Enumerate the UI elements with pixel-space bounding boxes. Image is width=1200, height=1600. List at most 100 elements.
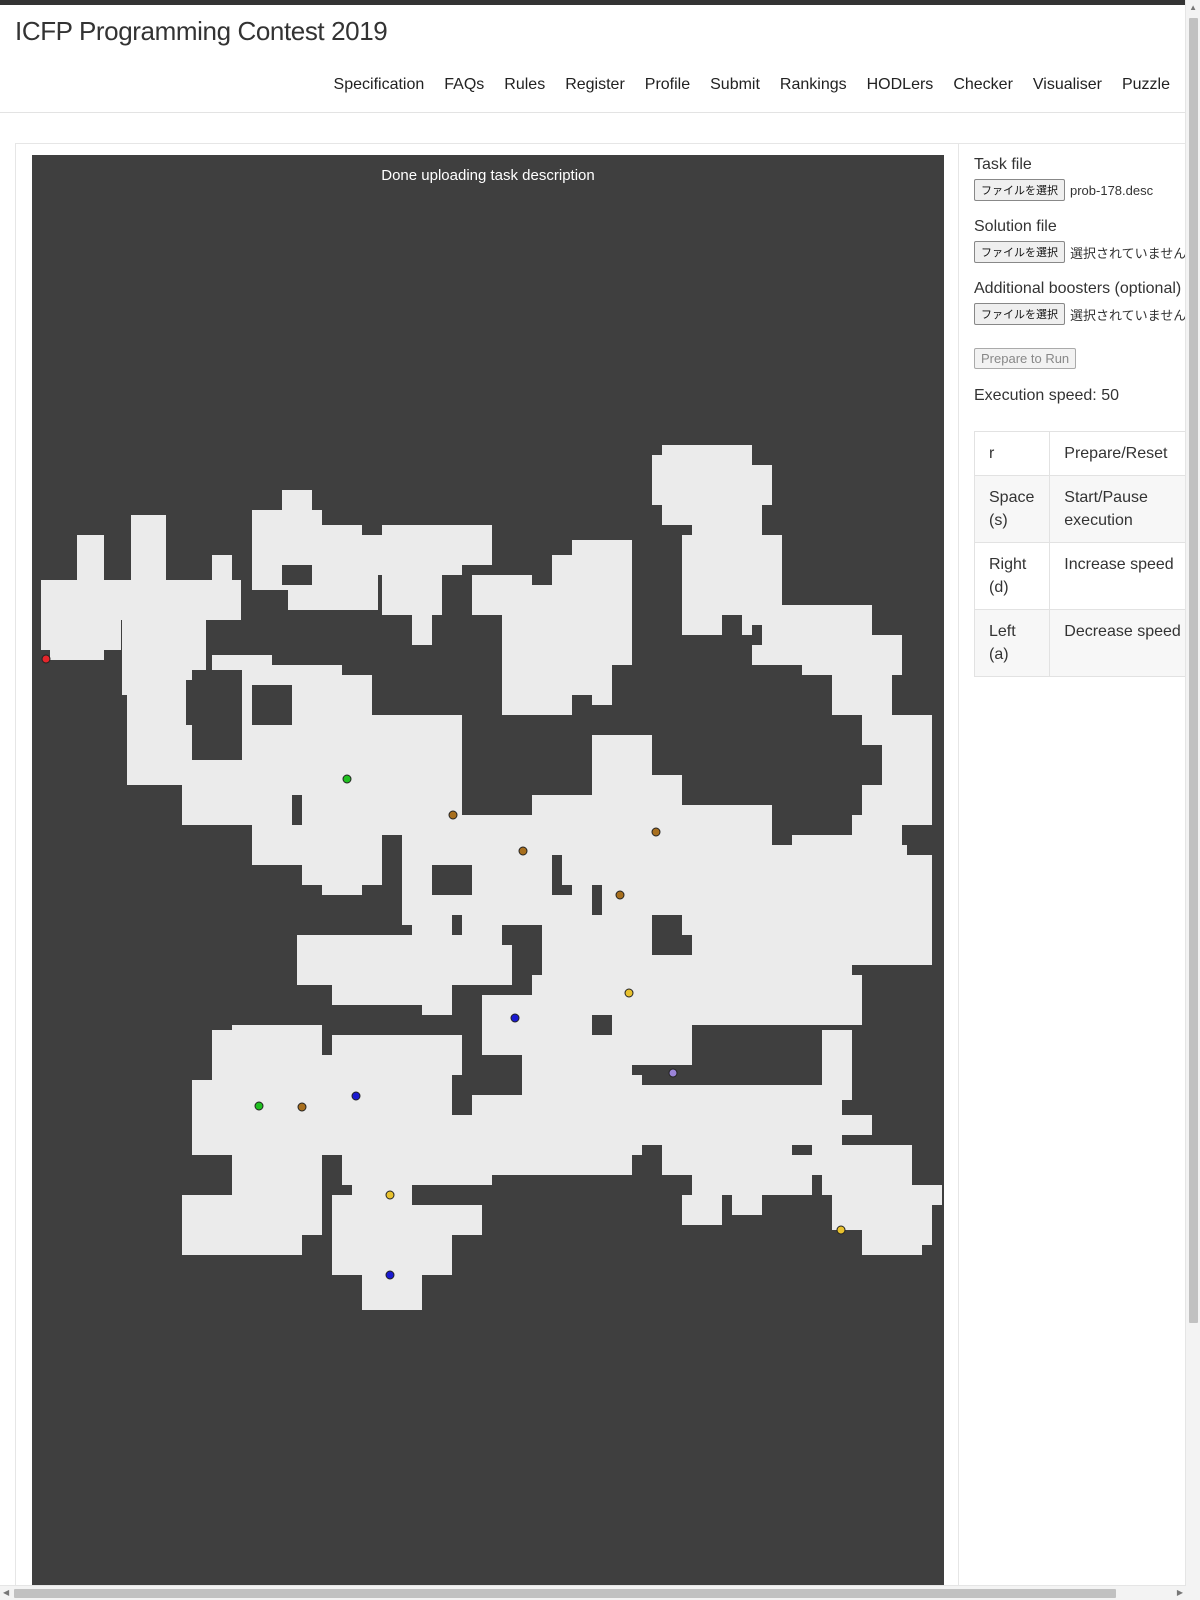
map-markers <box>41 654 846 1280</box>
obstacle <box>752 625 762 645</box>
nav-rules[interactable]: Rules <box>504 76 546 93</box>
key-row: r Prepare/Reset <box>973 431 1200 476</box>
solution-file-choose-button[interactable]: ファイルを選択 <box>974 241 1065 263</box>
free-cell-region <box>192 1085 242 1155</box>
key-name: Space (s) <box>973 475 1051 543</box>
free-cell-region <box>472 945 512 985</box>
free-cell-region <box>422 955 452 1015</box>
obstacle <box>302 615 352 645</box>
free-cell-region <box>362 1255 422 1310</box>
status-message: Done uploading task description <box>381 167 595 184</box>
free-cell-region <box>912 795 932 825</box>
free-cells <box>41 445 942 1310</box>
key-bindings-table: r Prepare/Reset Space (s) Start/Pause ex… <box>973 431 1200 677</box>
free-cell-region <box>862 845 907 885</box>
free-cell-region <box>902 1205 932 1245</box>
prepare-to-run-button[interactable]: Prepare to Run <box>974 348 1077 369</box>
scroll-up-icon[interactable]: ▲ <box>1189 3 1197 12</box>
wheels-booster-marker <box>836 1225 846 1235</box>
key-action: Start/Pause execution <box>1049 475 1200 543</box>
vertical-scroll-thumb[interactable] <box>1189 18 1198 1323</box>
free-cell-region <box>392 1035 462 1075</box>
free-cell-region <box>732 465 772 505</box>
key-row: Right (d) Increase speed <box>973 542 1200 610</box>
top-strip <box>0 0 1200 5</box>
obstacle <box>572 695 592 715</box>
free-cell-region <box>322 865 362 895</box>
horizontal-scroll-thumb[interactable] <box>14 1589 1116 1598</box>
execution-speed: Execution speed: 50 <box>974 387 1119 404</box>
wheels-booster-marker <box>624 988 634 998</box>
free-cell-region <box>822 605 852 635</box>
key-action: Decrease speed <box>1049 609 1200 677</box>
free-cell-region <box>732 1155 762 1215</box>
boosters-file-name: 選択されていません <box>1070 307 1187 323</box>
free-cell-region <box>592 575 612 705</box>
obstacle <box>592 885 602 915</box>
task-file-input[interactable]: ファイルを選択 prob-178.desc <box>974 179 1153 201</box>
nav-specification[interactable]: Specification <box>333 76 425 93</box>
free-cell-region <box>882 895 912 925</box>
free-cell-region <box>412 565 432 645</box>
nav-checker[interactable]: Checker <box>953 76 1013 93</box>
control-sidebar: Task file ファイルを選択 prob-178.desc Solution… <box>958 144 1200 1589</box>
boosters-file-choose-button[interactable]: ファイルを選択 <box>974 303 1065 325</box>
nav-rankings[interactable]: Rankings <box>779 76 847 93</box>
vertical-scrollbar[interactable]: ▲ <box>1185 0 1200 1600</box>
nav-submit[interactable]: Submit <box>710 76 760 93</box>
nav-register[interactable]: Register <box>565 76 625 93</box>
manipulator-booster-marker <box>448 810 458 820</box>
manipulator-booster-marker <box>518 846 528 856</box>
nav-faqs[interactable]: FAQs <box>444 76 485 93</box>
horizontal-scrollbar[interactable]: ◀ ▶ <box>0 1585 1186 1600</box>
solution-file-label: Solution file <box>974 218 1057 235</box>
free-cell-region <box>202 1205 262 1255</box>
key-row: Space (s) Start/Pause execution <box>973 475 1200 543</box>
free-cell-region <box>372 755 412 835</box>
key-row: Left (a) Decrease speed <box>973 609 1200 677</box>
boosters-file-label: Additional boosters (optional) <box>974 280 1182 297</box>
scroll-left-icon[interactable]: ◀ <box>3 1588 10 1597</box>
key-name: Right (d) <box>973 542 1051 610</box>
free-cell-region <box>862 715 902 745</box>
free-cell-region <box>682 1195 722 1225</box>
key-action: Prepare/Reset <box>1049 431 1200 476</box>
free-cell-region <box>832 675 892 715</box>
nav-hodlers[interactable]: HODLers <box>866 76 934 93</box>
obstacle <box>192 670 242 760</box>
free-cell-region <box>882 1185 942 1205</box>
nav-visualiser[interactable]: Visualiser <box>1032 76 1102 93</box>
key-name: r <box>973 431 1051 476</box>
solution-file-input[interactable]: ファイルを選択 選択されていません <box>974 241 1186 263</box>
map-grid <box>41 445 942 1310</box>
obstacle <box>452 915 462 935</box>
map-canvas[interactable]: Done uploading task description <box>32 155 944 1587</box>
main-nav: Specification FAQs Rules Register Profil… <box>324 76 1180 94</box>
boosters-file-input[interactable]: ファイルを選択 選択されていません <box>974 303 1186 325</box>
nav-puzzle[interactable]: Puzzle <box>1121 76 1170 93</box>
free-cell-region <box>532 975 612 1015</box>
manipulator-booster-marker <box>615 890 625 900</box>
task-file-label: Task file <box>974 156 1032 173</box>
obstacle <box>252 685 292 725</box>
free-cell-region <box>212 555 232 595</box>
worker-marker <box>41 654 51 664</box>
free-cell-region <box>292 1185 322 1235</box>
scroll-right-icon[interactable]: ▶ <box>1176 1588 1183 1597</box>
teleport-booster-marker <box>510 1013 520 1023</box>
free-cell-region <box>822 1030 852 1100</box>
drill-booster-marker <box>254 1101 264 1111</box>
nav-divider <box>0 112 1200 113</box>
nav-profile[interactable]: Profile <box>644 76 691 93</box>
visualiser-panel: Done uploading task description Task fil… <box>15 143 1200 1590</box>
free-cell-region <box>652 1015 692 1065</box>
site-title[interactable]: ICFP Programming Contest 2019 <box>15 16 388 46</box>
wheels-booster-marker <box>385 1190 395 1200</box>
free-cell-region <box>802 635 902 675</box>
free-cell-region <box>282 490 312 520</box>
free-cell-region <box>572 855 652 905</box>
task-file-choose-button[interactable]: ファイルを選択 <box>974 179 1065 201</box>
drill-booster-marker <box>342 774 352 784</box>
manipulator-booster-marker <box>651 827 661 837</box>
obstacle <box>282 565 312 585</box>
